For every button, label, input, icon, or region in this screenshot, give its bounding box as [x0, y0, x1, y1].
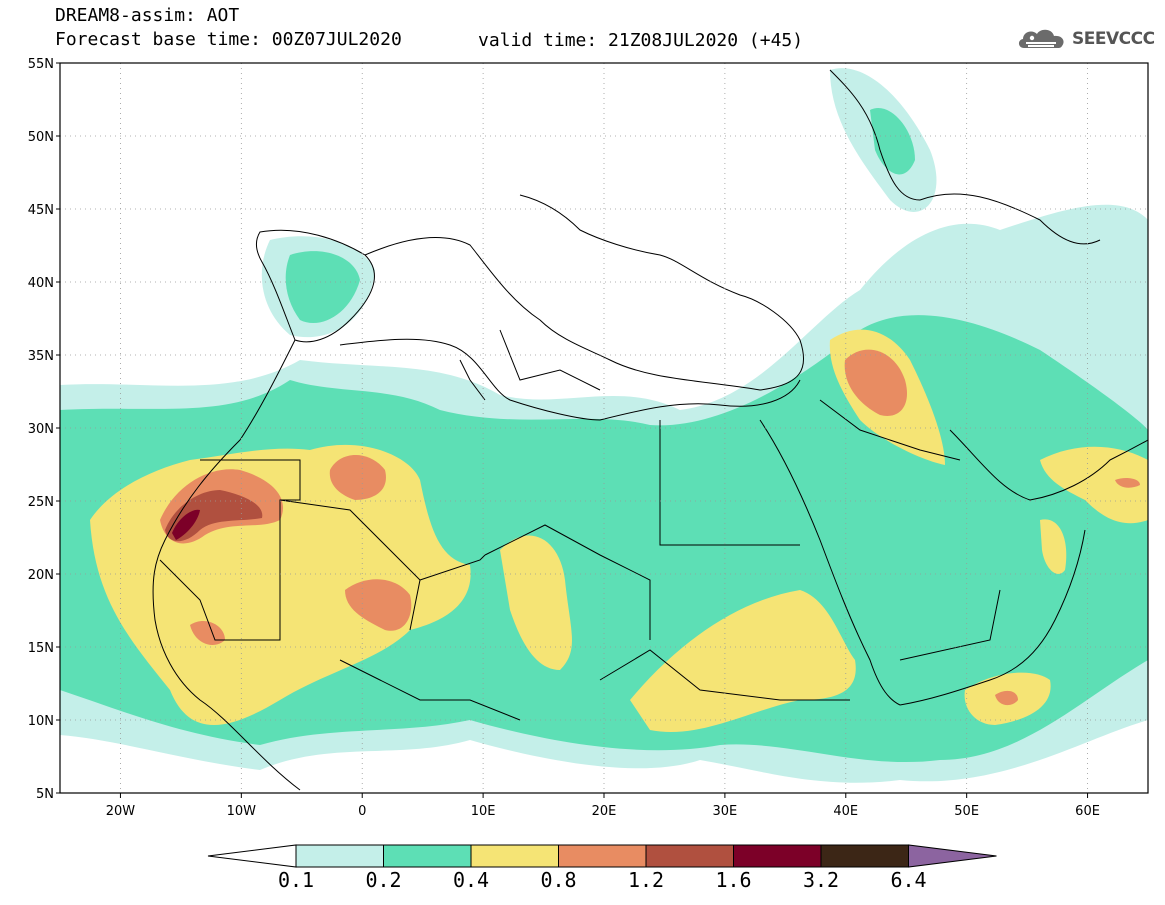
- graticule: [60, 63, 1148, 793]
- coastline-path: [364, 194, 805, 391]
- colorbar-label: 1.6: [715, 868, 752, 892]
- logo: SEEVCCC: [1016, 24, 1155, 54]
- lon-tick-label: 50E: [954, 804, 979, 819]
- border-path: [819, 399, 961, 461]
- aot-level-0.4: [1040, 519, 1067, 574]
- colorbar-label: 1.2: [627, 868, 665, 892]
- aot-level-0.8: [844, 349, 908, 416]
- aot-level-1.6: [172, 509, 200, 540]
- aot-level-0.4: [500, 535, 572, 670]
- lon-tick-label: 0: [358, 804, 366, 819]
- aot-level-0.8: [345, 579, 412, 631]
- aot-level-0.2: [285, 251, 360, 324]
- forecast-base-time: Forecast base time: 00Z07JUL2020: [55, 29, 402, 50]
- aot-level-0.8: [190, 620, 225, 645]
- coastline-path: [829, 69, 921, 201]
- border-path: [459, 359, 486, 401]
- lon-tick-label: 10E: [471, 804, 496, 819]
- colorbar-label: 0.8: [540, 868, 577, 892]
- colorbar-segment: [383, 844, 472, 868]
- lon-tick-label: 30E: [713, 804, 738, 819]
- colorbar-label: 0.1: [277, 868, 315, 892]
- longitude-ticks: 20W 10W 0 10E 20E 30E 40E 50E 60E: [106, 793, 1100, 819]
- colorbar-over-arrow: [908, 844, 997, 868]
- border-path: [599, 649, 850, 701]
- lat-tick-label: 5N: [36, 787, 54, 802]
- colorbar-segment: [645, 844, 734, 868]
- coastline-path: [152, 339, 301, 791]
- lat-tick-label: 30N: [28, 422, 54, 437]
- colorbar-segment: [558, 844, 647, 868]
- lat-tick-label: 15N: [28, 641, 54, 656]
- lat-tick-label: 40N: [28, 276, 54, 291]
- lat-tick-label: 10N: [28, 714, 54, 729]
- colorbar-label: 6.4: [890, 868, 927, 892]
- latitude-ticks: 55N 50N 45N 40N 35N 30N 25N 20N 15N 10N 5N: [28, 57, 60, 802]
- colorbar-segment: [733, 844, 822, 868]
- coastline-path: [899, 529, 1086, 706]
- colorbar-segment: [470, 844, 559, 868]
- border-path: [159, 459, 301, 641]
- border-path: [899, 589, 1001, 661]
- colorbar-label: 0.2: [365, 868, 402, 892]
- colorbar-segment: [295, 844, 384, 868]
- map-title: DREAM8-assim: AOT: [55, 5, 240, 26]
- logo-text: SEEVCCC: [1072, 29, 1155, 49]
- valid-time: valid time: 21Z08JUL2020 (+45): [478, 30, 804, 51]
- lon-tick-label: 20E: [592, 804, 617, 819]
- lat-tick-label: 20N: [28, 568, 54, 583]
- lon-tick-label: 20W: [106, 804, 136, 819]
- colorbar-under-arrow: [207, 844, 297, 868]
- lon-tick-label: 60E: [1075, 804, 1100, 819]
- coastline-path: [759, 419, 901, 706]
- aot-level-0.8: [329, 455, 386, 500]
- coastline-path: [949, 429, 1148, 501]
- coastlines: [152, 69, 1148, 791]
- border-path: [659, 420, 800, 546]
- aot-level-0.2: [870, 108, 915, 175]
- cloud-logo-icon: [1018, 29, 1064, 48]
- lon-tick-label: 40E: [833, 804, 858, 819]
- aot-level-0.8: [1115, 477, 1140, 488]
- aot-level-0.8: [995, 690, 1018, 706]
- colorbar-segment: [820, 844, 909, 868]
- lat-tick-label: 35N: [28, 349, 54, 364]
- colorbar-label: 0.4: [452, 868, 490, 892]
- lat-tick-label: 45N: [28, 203, 54, 218]
- lat-tick-label: 50N: [28, 130, 54, 145]
- border-path: [419, 554, 486, 581]
- aot-level-0.4: [630, 590, 856, 733]
- border-path: [484, 524, 651, 640]
- aot-level-0.4: [1040, 446, 1148, 524]
- coastline-path: [256, 229, 375, 343]
- border-path: [339, 659, 521, 721]
- coastline-path: [919, 193, 1101, 245]
- lon-tick-label: 10W: [227, 804, 257, 819]
- border-path: [279, 499, 421, 631]
- colorbar-label: 3.2: [802, 868, 840, 892]
- lat-tick-label: 55N: [28, 57, 54, 72]
- lat-tick-label: 25N: [28, 495, 54, 510]
- coastline-path: [339, 338, 801, 421]
